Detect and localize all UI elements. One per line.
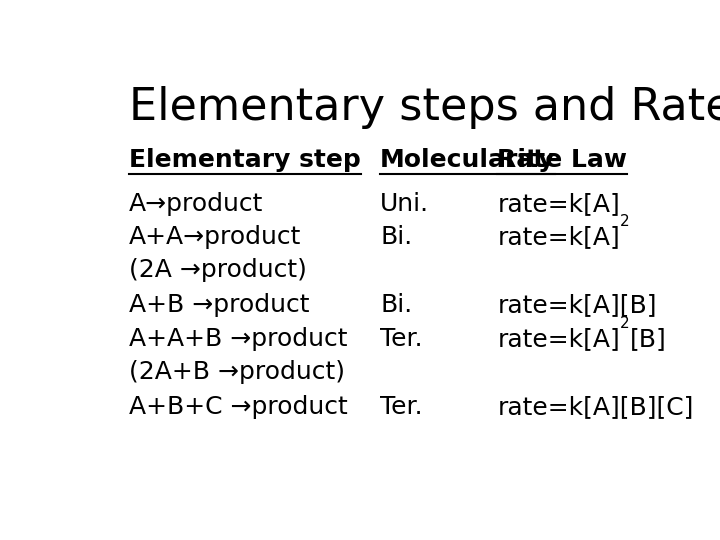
Text: Bi.: Bi. [380, 294, 413, 318]
Text: Ter.: Ter. [380, 327, 423, 351]
Text: A→product: A→product [129, 192, 264, 215]
Text: rate=k[A]: rate=k[A] [498, 225, 620, 249]
Text: rate=k[A][B]: rate=k[A][B] [498, 294, 657, 318]
Text: rate=k[A]: rate=k[A] [498, 192, 620, 215]
Text: Uni.: Uni. [380, 192, 429, 215]
Text: Rate Law: Rate Law [498, 148, 627, 172]
Text: A+A→product: A+A→product [129, 225, 302, 249]
Text: 2: 2 [620, 214, 630, 228]
Text: (2A+B →product): (2A+B →product) [129, 360, 345, 384]
Text: Molecularity: Molecularity [380, 148, 555, 172]
Text: A+A+B →product: A+A+B →product [129, 327, 348, 351]
Text: Elementary steps and Rate Law: Elementary steps and Rate Law [129, 85, 720, 129]
Text: [B]: [B] [630, 327, 667, 351]
Text: Elementary step: Elementary step [129, 148, 361, 172]
Text: rate=k[A]: rate=k[A] [498, 327, 620, 351]
Text: Ter.: Ter. [380, 395, 423, 420]
Text: 2: 2 [620, 315, 630, 330]
Text: (2A →product): (2A →product) [129, 258, 307, 282]
Text: A+B+C →product: A+B+C →product [129, 395, 348, 420]
Text: A+B →product: A+B →product [129, 294, 310, 318]
Text: rate=k[A][B][C]: rate=k[A][B][C] [498, 395, 693, 420]
Text: Bi.: Bi. [380, 225, 413, 249]
